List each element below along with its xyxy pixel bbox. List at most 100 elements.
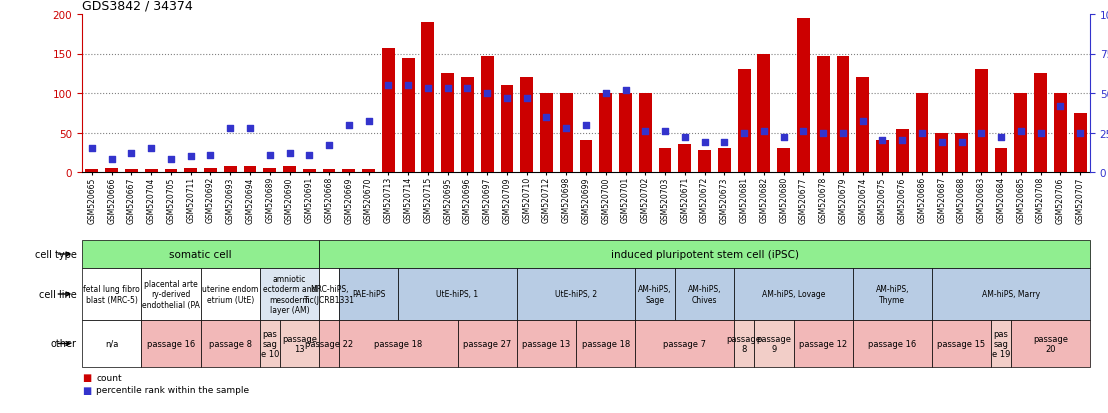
Bar [678,145,691,173]
Bar [521,78,533,173]
Text: pas
sag
e 19: pas sag e 19 [992,329,1010,358]
Bar [105,169,119,173]
Text: AM-hiPS, Marry: AM-hiPS, Marry [982,290,1040,299]
Bar [461,78,474,173]
Bar [284,166,296,173]
Point [814,130,832,136]
Point [379,83,397,89]
Text: fetal lung fibro
blast (MRC-5): fetal lung fibro blast (MRC-5) [83,285,140,304]
Bar [322,169,336,173]
Text: passage 8: passage 8 [208,339,252,348]
Text: AM-hiPS,
Chives: AM-hiPS, Chives [688,285,721,304]
Point [617,87,635,94]
Text: passage 18: passage 18 [582,339,629,348]
Bar [876,141,889,173]
Point [973,130,991,136]
Text: n/a: n/a [105,339,119,348]
Text: somatic cell: somatic cell [170,249,232,259]
Bar [204,169,217,173]
Bar [224,166,237,173]
Point [834,130,852,136]
Bar [1054,94,1067,173]
Point [755,128,772,135]
Point [499,95,516,102]
Bar [856,78,869,173]
Bar [579,141,593,173]
Point [696,139,714,146]
Bar [777,149,790,173]
Text: cell type: cell type [34,249,76,259]
Point [320,142,338,149]
Bar [837,57,850,173]
Bar [244,166,256,173]
Text: passage
9: passage 9 [757,334,791,354]
Point [202,152,219,159]
Point [913,130,931,136]
Bar [915,94,929,173]
Point [1071,130,1089,136]
Point [300,152,318,159]
Point [933,139,951,146]
Point [676,135,694,141]
Text: passage
13: passage 13 [281,334,317,354]
Point [123,150,141,157]
Bar [402,59,414,173]
Text: MRC-hiPS,
Tic(JCRB1331: MRC-hiPS, Tic(JCRB1331 [304,285,355,304]
Text: UtE-hiPS, 1: UtE-hiPS, 1 [437,290,479,299]
Point [557,125,575,132]
Point [656,128,674,135]
Bar [738,70,750,173]
Bar [362,169,375,173]
Point [736,130,753,136]
Point [1012,128,1029,135]
Bar [758,55,770,173]
Text: AM-hiPS, Lovage: AM-hiPS, Lovage [762,290,825,299]
Point [1051,103,1069,110]
Text: count: count [96,373,122,382]
Point [953,139,971,146]
Point [537,114,555,121]
Text: amniotic
ectoderm and
mesoderm
layer (AM): amniotic ectoderm and mesoderm layer (AM… [263,274,316,314]
Point [242,125,259,132]
Bar [718,149,731,173]
Text: placental arte
ry-derived
endothelial (PA: placental arte ry-derived endothelial (P… [142,280,199,309]
Bar [599,94,613,173]
Point [517,95,535,102]
Bar [995,149,1007,173]
Text: AM-hiPS,
Thyme: AM-hiPS, Thyme [875,285,909,304]
Point [162,157,179,163]
Text: passage 7: passage 7 [664,339,706,348]
Text: ■: ■ [82,373,91,382]
Bar [1074,114,1087,173]
Bar [1015,94,1027,173]
Text: AM-hiPS,
Sage: AM-hiPS, Sage [638,285,671,304]
Bar [658,149,671,173]
Bar [481,57,493,173]
Text: passage 27: passage 27 [463,339,511,348]
Text: ■: ■ [82,385,91,395]
Text: pas
sag
e 10: pas sag e 10 [260,329,279,358]
Bar [698,150,711,173]
Bar [797,19,810,173]
Point [83,146,101,152]
Bar [342,169,356,173]
Bar [935,133,948,173]
Bar [817,57,830,173]
Text: passage 16: passage 16 [869,339,916,348]
Point [182,154,199,160]
Text: passage 15: passage 15 [937,339,986,348]
Bar [302,169,316,173]
Text: PAE-hiPS: PAE-hiPS [352,290,386,299]
Text: percentile rank within the sample: percentile rank within the sample [96,385,249,394]
Point [577,122,595,128]
Text: passage 16: passage 16 [147,339,195,348]
Bar [382,49,394,173]
Text: passage 18: passage 18 [375,339,422,348]
Bar [1034,74,1047,173]
Bar [955,133,968,173]
Text: induced pluripotent stem cell (iPSC): induced pluripotent stem cell (iPSC) [611,249,799,259]
Point [774,135,792,141]
Bar [184,169,197,173]
Text: passage
20: passage 20 [1033,334,1068,354]
Point [142,146,160,152]
